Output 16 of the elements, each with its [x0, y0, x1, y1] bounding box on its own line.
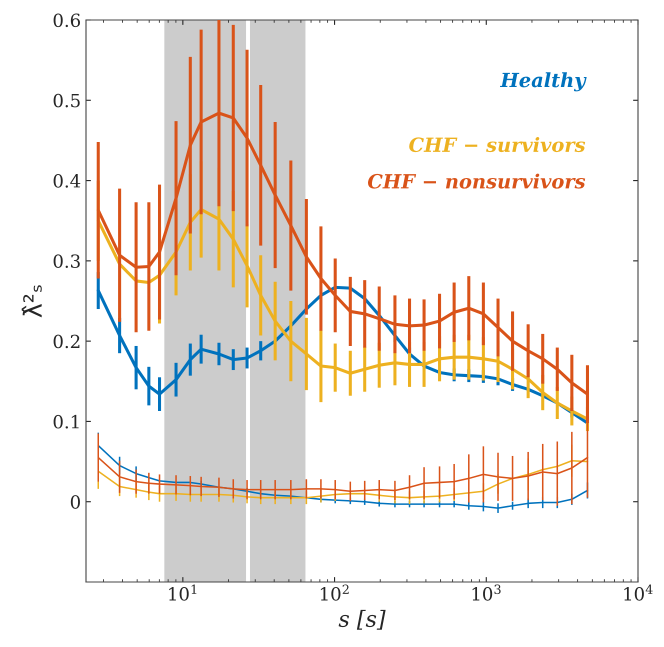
- text: CHF − nonsurvivors: [368, 174, 586, 189]
- x-tick-label: 10$^{1}$: [169, 584, 196, 601]
- y-tick-label: 0.4: [54, 174, 80, 188]
- y-axis-title: λ̂²ₛ: [22, 285, 42, 318]
- x-tick-label: 10$^{2}$: [320, 584, 349, 601]
- y-tick-label: 0.2: [54, 334, 80, 348]
- y-tick-label: 0: [70, 495, 80, 509]
- x-tick-label: 10$^{4}$: [624, 584, 653, 601]
- y-tick-label: 0.5: [54, 94, 80, 108]
- y-tick-label: 0.1: [54, 414, 79, 429]
- text: Healthy: [500, 72, 587, 92]
- x-tick-label: 10$^{3}$: [472, 584, 501, 601]
- text: CHF − survivors: [409, 137, 586, 152]
- y-tick-label: 0.6: [54, 13, 80, 28]
- y-tick-label: 0.3: [54, 254, 80, 268]
- x-axis-title: s [s]: [338, 610, 386, 630]
